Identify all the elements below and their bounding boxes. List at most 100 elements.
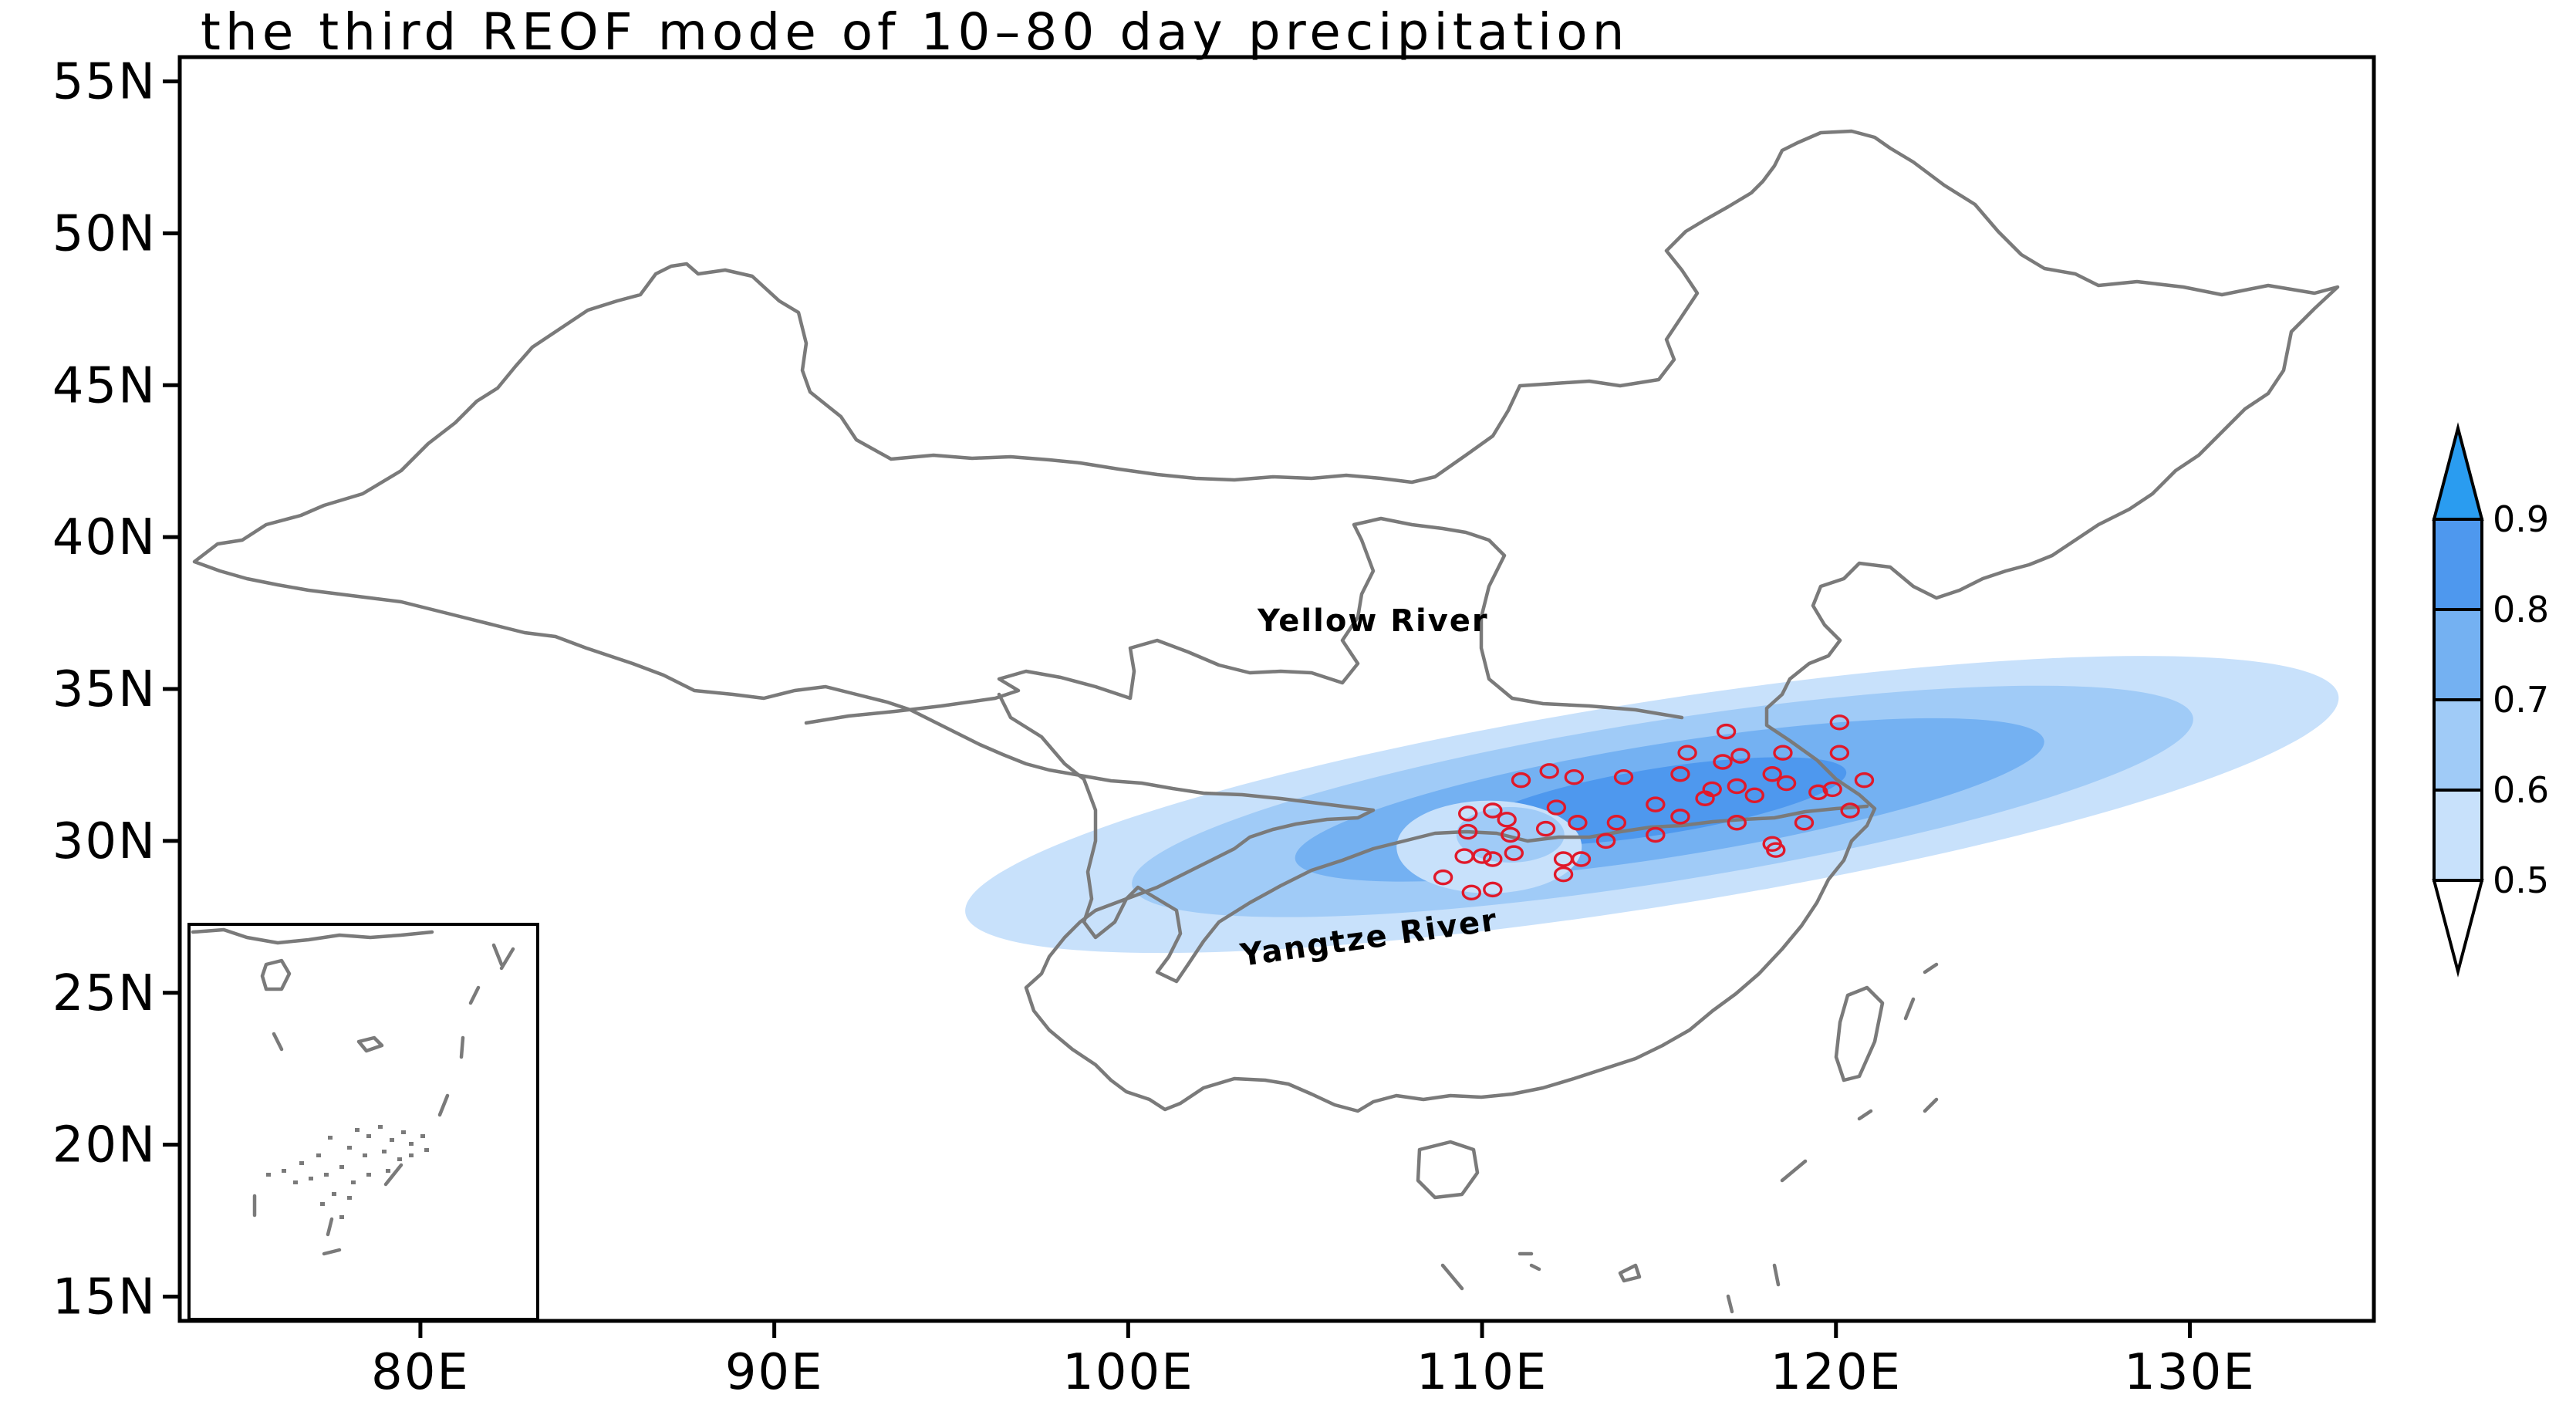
station-marker (1613, 768, 1634, 785)
y-tick-label: 30N (52, 813, 157, 870)
reef-dot (324, 1173, 329, 1177)
station-marker (1677, 745, 1697, 761)
reef-dot (409, 1153, 414, 1157)
station-marker (1702, 781, 1722, 798)
reef-dot (309, 1177, 313, 1180)
y-axis-ticks: 55N 50N 45N 40N 35N 30N 25N 20N 15N (52, 54, 180, 1326)
x-tick-label: 120E (1770, 1344, 1902, 1401)
island-mark (1726, 1294, 1734, 1314)
x-tick-label: 130E (2124, 1344, 2256, 1401)
reef-dot (363, 1153, 367, 1157)
south-china-sea-inset-content (191, 927, 515, 1256)
island-mark (1440, 1263, 1464, 1291)
reef-dot (339, 1165, 344, 1169)
inset-dashline (459, 1035, 465, 1059)
station-marker (1539, 763, 1559, 779)
inset-island (356, 1035, 384, 1053)
station-marker (1829, 745, 1850, 761)
y-tick-label: 15N (52, 1269, 157, 1326)
island-mark (1772, 1263, 1781, 1287)
island-mark (1780, 1159, 1808, 1183)
y-tick-label: 40N (52, 509, 157, 566)
reef-dot (390, 1138, 394, 1142)
station-marker (1670, 766, 1690, 782)
colorbar-label: 0.5 (2493, 860, 2549, 901)
station-marker (1776, 775, 1797, 792)
reef-dot (316, 1153, 321, 1157)
island-mark (1923, 962, 1939, 974)
colorbar-segment (2433, 698, 2483, 792)
reef-dot (366, 1134, 371, 1138)
station-marker (1483, 802, 1503, 819)
colorbar-segment (2433, 789, 2483, 882)
inset-dashline (468, 985, 481, 1005)
colorbar-extend-bottom (2432, 879, 2484, 978)
x-tick-label: 80E (371, 1344, 470, 1401)
reef-dot (424, 1148, 429, 1152)
yangtze-river-line (1186, 804, 1869, 967)
x-tick-label: 100E (1062, 1344, 1194, 1401)
y-tick-label: 50N (52, 205, 157, 262)
colorbar-label: 0.6 (2493, 769, 2549, 811)
colorbar-extend-top (2432, 422, 2484, 521)
reef-dot (339, 1215, 344, 1219)
station-markers (1433, 714, 1875, 901)
small-islands (1440, 962, 1939, 1314)
reef-dot (386, 1169, 390, 1173)
station-marker (1535, 820, 1556, 837)
reef-dot (347, 1196, 352, 1200)
china-boundary (192, 129, 2340, 1113)
station-marker (1553, 866, 1574, 883)
station-marker (1511, 772, 1531, 789)
station-marker (1646, 796, 1666, 812)
reef-dot (299, 1161, 304, 1165)
hainan-island (1416, 1140, 1480, 1200)
reef-dot (397, 1157, 402, 1161)
reef-dot (266, 1173, 271, 1177)
colorbar-segment (2433, 608, 2483, 701)
island-mark (1903, 997, 1916, 1021)
y-tick-label: 25N (52, 965, 157, 1022)
map-title: the third REOF mode of 10–80 day precipi… (201, 2, 1629, 62)
x-tick-label: 110E (1416, 1344, 1548, 1401)
island-mark (1529, 1263, 1541, 1272)
station-marker (1571, 851, 1592, 867)
yellow-river-label: Yellow River (1257, 603, 1489, 639)
station-marker (1497, 812, 1517, 828)
station-marker (1766, 842, 1786, 858)
station-marker (1713, 754, 1733, 770)
reef-dot (409, 1142, 414, 1146)
station-marker (1730, 748, 1751, 764)
station-marker (1433, 869, 1453, 886)
reef-dot (355, 1128, 360, 1132)
station-marker (1595, 833, 1616, 849)
station-marker (1646, 826, 1666, 843)
reef-dot (332, 1192, 336, 1196)
station-marker (1727, 815, 1747, 831)
station-marker (1829, 714, 1850, 731)
station-marker (1822, 781, 1842, 798)
station-marker (1670, 809, 1690, 825)
south-china-sea-inset-box (187, 923, 539, 1321)
station-marker (1762, 766, 1782, 782)
reof-loading-contours (965, 656, 2339, 954)
station-marker (1808, 784, 1828, 801)
inset-island (322, 1248, 342, 1256)
reef-dot (328, 1136, 333, 1140)
y-tick-label: 55N (52, 54, 157, 111)
reef-dot (293, 1180, 298, 1184)
interior-boundary-west (997, 692, 1190, 984)
inset-reef-dots (266, 1125, 429, 1219)
inset-taiwan-fragment (491, 943, 504, 967)
reef-dot (366, 1173, 371, 1177)
x-axis-ticks: 80E 90E 100E 110E 120E 130E (371, 1321, 2256, 1401)
island-mark (1618, 1263, 1642, 1283)
station-marker (1773, 745, 1793, 761)
reef-dot (420, 1134, 425, 1138)
inset-dashline (272, 1032, 284, 1052)
yellow-river-line (804, 516, 1684, 725)
reef-dot (351, 1180, 356, 1184)
y-tick-label: 20N (52, 1117, 157, 1174)
island-mark (1923, 1097, 1939, 1113)
